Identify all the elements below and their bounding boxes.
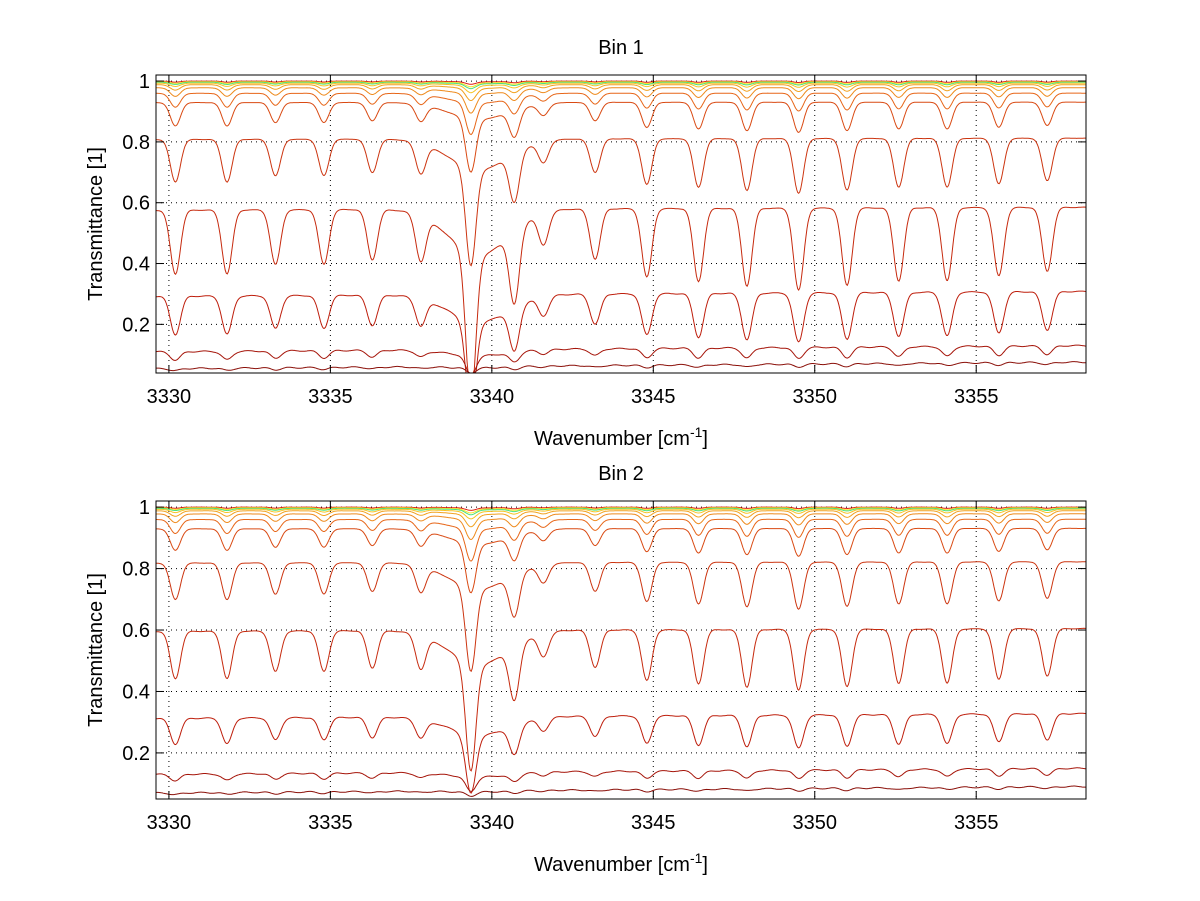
- x-tick-label: 3350: [793, 386, 838, 408]
- x-tick-label: 3355: [954, 812, 999, 834]
- axes-frame: [155, 500, 1087, 800]
- chart-bin-2: 3330 3335 3340 3345 3350 3355 0.2 0.4 0.6 0.8 1 Bin…: [85, 463, 1087, 876]
- series-line-3: [156, 507, 1086, 516]
- series-line-9: [155, 561, 1086, 673]
- series-line-11: [155, 712, 1087, 794]
- chart-title: Bin 1: [598, 37, 644, 59]
- x-tick-label: 3350: [793, 812, 838, 834]
- y-tick-label: 0.6: [122, 193, 150, 215]
- series-line-4: [156, 508, 1086, 520]
- x-axis-label: Wavenumber [cm-1]: [534, 424, 708, 450]
- series-line-5: [156, 510, 1086, 528]
- series-line-7: [156, 518, 1086, 562]
- x-tick-label: 3345: [631, 386, 676, 408]
- x-tick-label: 3335: [308, 386, 353, 408]
- y-tick-label: 0.4: [122, 254, 150, 276]
- axes-frame: [155, 74, 1087, 374]
- series-line-7: [156, 92, 1087, 136]
- chart-bin-1: 3330 3335 3340 3345 3350 3355 0.2 0.4 0.6 0.8 1 Bin…: [85, 37, 1087, 450]
- x-tick-label: 3340: [470, 386, 515, 408]
- series-line-8: [156, 101, 1086, 173]
- series-line-12: [155, 344, 1087, 374]
- series-line-11: [156, 290, 1087, 374]
- y-tick-label: 0.8: [122, 132, 150, 154]
- y-tick-label: 1: [139, 497, 150, 519]
- series-line-1: [156, 506, 1086, 511]
- series-line-10: [155, 627, 1086, 772]
- x-tick-label: 3355: [954, 386, 999, 408]
- y-tick-label: 0.2: [122, 743, 150, 765]
- y-axis-label: Transmittance [1]: [85, 147, 107, 301]
- series-line-8: [156, 527, 1086, 594]
- x-tick-label: 3330: [147, 812, 192, 834]
- series-line-1: [156, 80, 1086, 85]
- series-line-3: [156, 81, 1086, 90]
- series-line-4: [156, 82, 1086, 94]
- series-line-10: [156, 206, 1086, 374]
- series-line-6: [156, 87, 1086, 114]
- series-line-5: [156, 84, 1086, 102]
- x-tick-label: 3330: [147, 386, 192, 408]
- y-tick-label: 0.4: [122, 681, 150, 703]
- x-tick-label: 3345: [631, 812, 676, 834]
- series-line-9: [155, 137, 1086, 267]
- y-tick-label: 0.2: [122, 314, 150, 336]
- series-line-6: [156, 513, 1086, 541]
- y-tick-label: 1: [139, 71, 150, 93]
- series-line-2: [156, 507, 1086, 514]
- chart-title: Bin 2: [598, 463, 644, 485]
- series-line-13: [156, 361, 1086, 374]
- y-axis-label: Transmittance [1]: [85, 573, 107, 727]
- x-axis-label: Wavenumber [cm-1]: [534, 850, 708, 876]
- y-tick-label: 0.8: [122, 559, 150, 581]
- series-line-2: [156, 81, 1086, 88]
- series-line-13: [155, 785, 1086, 797]
- x-tick-label: 3340: [470, 812, 515, 834]
- y-tick-label: 0.6: [122, 620, 150, 642]
- series-line-12: [155, 767, 1087, 792]
- x-tick-label: 3335: [308, 812, 353, 834]
